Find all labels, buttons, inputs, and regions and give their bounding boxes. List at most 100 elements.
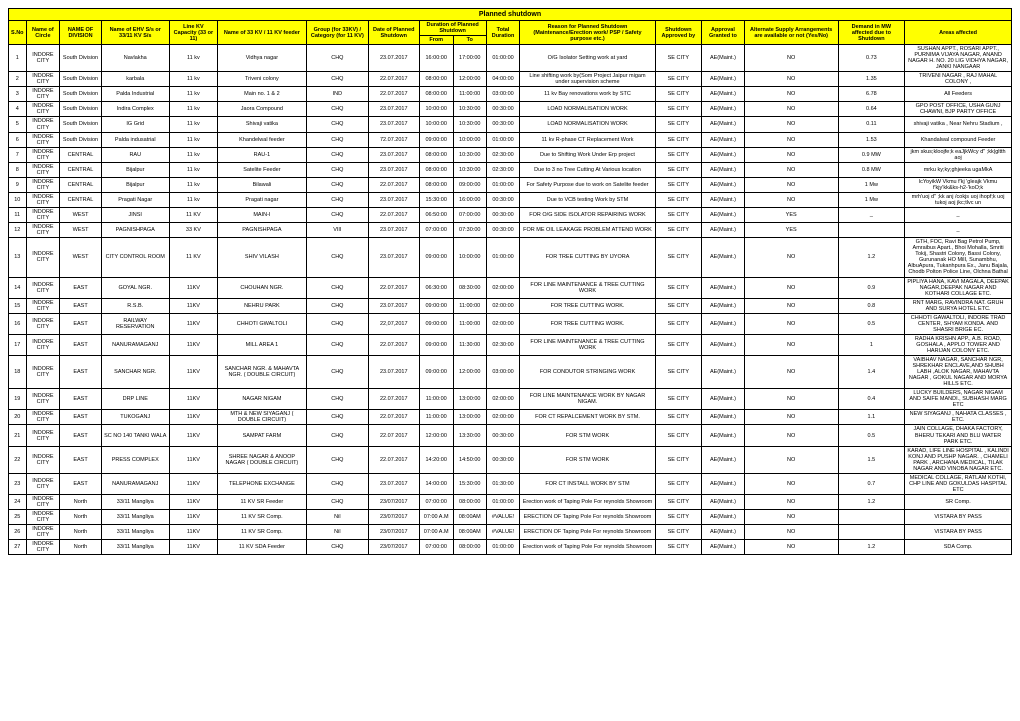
cell-ehv: TUKOGANJ <box>101 410 169 425</box>
cell-div: South Division <box>60 117 102 132</box>
cell-alt: NO <box>744 334 838 355</box>
cell-ehv: 33/11 Mangliya <box>101 494 169 509</box>
cell-date: 22.07.2017 <box>368 277 419 298</box>
cell-div: EAST <box>60 298 102 313</box>
cell-to: 10:30:00 <box>453 147 486 162</box>
cell-date: 23.07.2017 <box>368 223 419 238</box>
cell-ehv: 33/11 Mangliya <box>101 510 169 525</box>
cell-circle: INDORE CITY <box>26 102 60 117</box>
cell-dem: 0.5 <box>838 313 905 334</box>
col-shutdown-approved: Shutdown Approved by <box>655 21 702 45</box>
cell-sa: SE CITY <box>655 510 702 525</box>
cell-cap: 11KV <box>169 356 217 389</box>
cell-to: 16:00:00 <box>453 192 486 207</box>
cell-dem: 1.5 <box>838 446 905 473</box>
col-dur-header: Duration of Planned Shutdown <box>419 21 486 36</box>
cell-areas: SR Comp. <box>905 494 1012 509</box>
cell-dem: 1.35 <box>838 72 905 87</box>
cell-ag: AE(Maint.) <box>702 45 745 72</box>
cell-grp: CHQ <box>306 389 368 410</box>
cell-n: 5 <box>9 117 27 132</box>
cell-to: 15:30:00 <box>453 473 486 494</box>
cell-dem: _ <box>838 208 905 223</box>
cell-to: 10:30:00 <box>453 162 486 177</box>
cell-reason: FOR ME OIL LEAKAGE PROBLEM ATTEND WORK <box>520 223 655 238</box>
cell-feeder: MTH & NEW SIYAGANJ ( DOUBLE CIRCUIT) <box>218 410 307 425</box>
table-row: 21INDORE CITYEASTSC NO 140 TANKI WALA11K… <box>9 425 1012 446</box>
cell-dur: 00:30:00 <box>486 208 520 223</box>
cell-ag: AE(Maint.) <box>702 446 745 473</box>
cell-grp: CHQ <box>306 208 368 223</box>
cell-date: 23.07.2017 <box>368 192 419 207</box>
cell-feeder: Triveni colony <box>218 72 307 87</box>
cell-areas: TRIVENI NAGAR , RAJ MAHAL COLONY , <box>905 72 1012 87</box>
cell-dem <box>838 525 905 540</box>
cell-dur: 02:00:00 <box>486 277 520 298</box>
cell-alt: NO <box>744 132 838 147</box>
cell-areas: VAIBHAV NAGAR, SANCHAR NGR, SHREKHAR ENC… <box>905 356 1012 389</box>
cell-feeder: SANCHAR NGR. & MAHAVTA NGR. ( DOUBLE CIR… <box>218 356 307 389</box>
cell-to: 11:30:00 <box>453 334 486 355</box>
cell-reason: Due to Shifting Work Under Erp project <box>520 147 655 162</box>
cell-cap: 11 kv <box>169 162 217 177</box>
cell-sa: SE CITY <box>655 313 702 334</box>
cell-date: 22.07.2017 <box>368 446 419 473</box>
col-date: Date of Planned Shutdown <box>368 21 419 45</box>
table-row: 17INDORE CITYEASTNANURAMAGANJ11KVMILL AR… <box>9 334 1012 355</box>
cell-from: 14:20:00 <box>419 446 453 473</box>
cell-areas: shivaji vatika , Near Nehru Stadium , <box>905 117 1012 132</box>
cell-dur: 01:00:00 <box>486 238 520 277</box>
cell-div: South Division <box>60 87 102 102</box>
cell-div: CENTRAL <box>60 177 102 192</box>
cell-div: WEST <box>60 238 102 277</box>
table-row: 23INDORE CITYEASTNANURAMAGANJ11KVTELEPHO… <box>9 473 1012 494</box>
cell-ag: AE(Maint.) <box>702 494 745 509</box>
cell-from: 07:00 A.M <box>419 510 453 525</box>
cell-to: 08:30:00 <box>453 277 486 298</box>
table-title: Planned shutdown <box>9 9 1012 21</box>
cell-ag: AE(Maint.) <box>702 162 745 177</box>
col-group: Group (for 33KV) / Category (for 11 KV) <box>306 21 368 45</box>
cell-ehv: CITY CONTROL ROOM <box>101 238 169 277</box>
cell-ehv: GOYAL NGR. <box>101 277 169 298</box>
cell-grp: CHQ <box>306 425 368 446</box>
cell-cap: 11 kv <box>169 132 217 147</box>
table-row: 16INDORE CITYEASTRAILWAY RESERVATION11KV… <box>9 313 1012 334</box>
cell-div: North <box>60 540 102 555</box>
cell-alt: NO <box>744 72 838 87</box>
cell-feeder: MILL AREA 1 <box>218 334 307 355</box>
cell-sa: SE CITY <box>655 132 702 147</box>
cell-areas: _ <box>905 208 1012 223</box>
cell-n: 12 <box>9 223 27 238</box>
cell-from: 09:00:00 <box>419 298 453 313</box>
cell-areas: mrh'uoj d" ;kk anj /cokjs uoj ihopf;k uo… <box>905 192 1012 207</box>
cell-to: 14:50:00 <box>453 446 486 473</box>
cell-n: 19 <box>9 389 27 410</box>
col-feeder: Name of 33 KV / 11 KV feeder <box>218 21 307 45</box>
cell-from: 15:30:00 <box>419 192 453 207</box>
cell-div: North <box>60 525 102 540</box>
cell-circle: INDORE CITY <box>26 72 60 87</box>
cell-dem: 1.2 <box>838 238 905 277</box>
cell-circle: INDORE CITY <box>26 277 60 298</box>
cell-dem: 0.7 <box>838 473 905 494</box>
cell-ag: AE(Maint.) <box>702 223 745 238</box>
cell-to: 10:30:00 <box>453 102 486 117</box>
cell-div: CENTRAL <box>60 162 102 177</box>
cell-cap: 11KV <box>169 389 217 410</box>
cell-from: 08:00:00 <box>419 87 453 102</box>
cell-dem: 1.2 <box>838 540 905 555</box>
cell-sa: SE CITY <box>655 334 702 355</box>
table-row: 3INDORE CITYSouth DivisionPalda Industri… <box>9 87 1012 102</box>
cell-areas: KARAD, LIFE LINE HOSPITAL , KALINDI KONJ… <box>905 446 1012 473</box>
cell-ag: AE(Maint.) <box>702 87 745 102</box>
cell-from: 11:00:00 <box>419 410 453 425</box>
cell-from: 09:00:00 <box>419 334 453 355</box>
cell-cap: 11KV <box>169 494 217 509</box>
cell-date: 23/07/2017 <box>368 525 419 540</box>
cell-cap: 11 kv <box>169 147 217 162</box>
cell-ag: AE(Maint.) <box>702 525 745 540</box>
cell-ehv: PRESS COMPLEX <box>101 446 169 473</box>
cell-n: 17 <box>9 334 27 355</box>
cell-reason: Erection work of Taping Pole For reynold… <box>520 494 655 509</box>
